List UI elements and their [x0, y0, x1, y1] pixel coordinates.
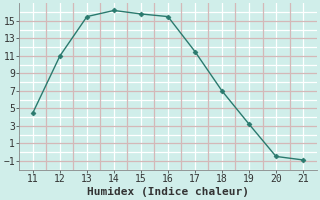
X-axis label: Humidex (Indice chaleur): Humidex (Indice chaleur): [87, 186, 249, 197]
